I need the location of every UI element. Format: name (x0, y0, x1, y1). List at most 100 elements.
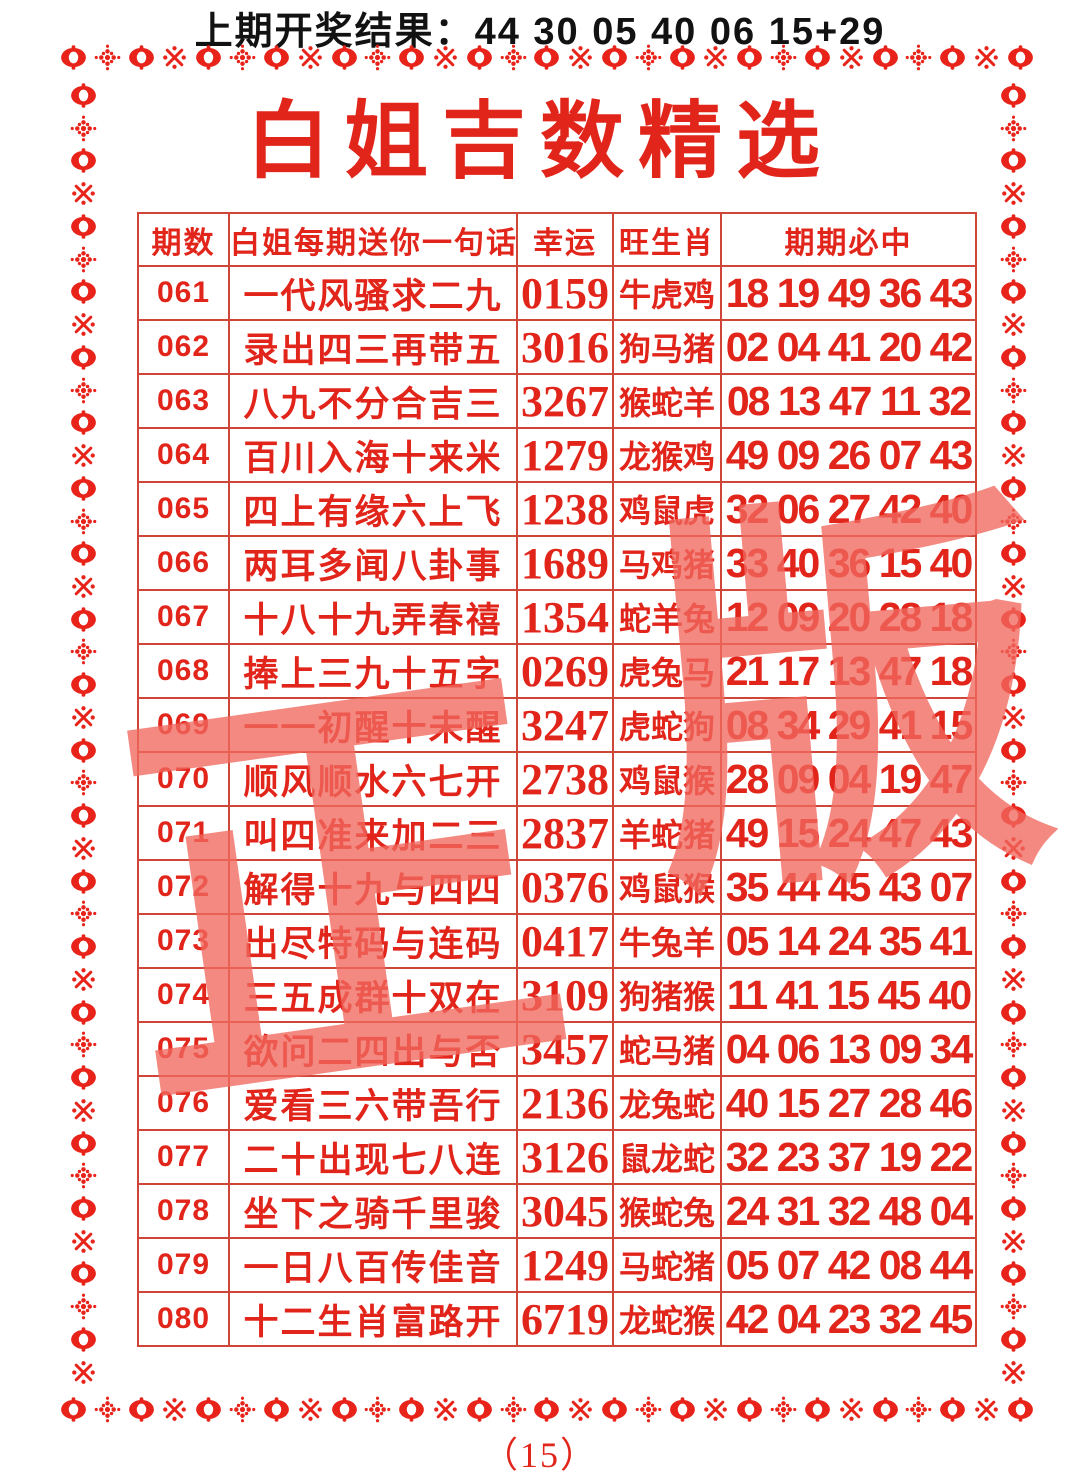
phrase-cell: 坐下之骑千里骏 (228, 1183, 518, 1239)
lucky-number-cell: 3045 (516, 1183, 614, 1239)
winning-numbers-cell: 49 09 26 07 43 (720, 427, 977, 483)
oval-ornament-icon (466, 44, 493, 71)
zodiac-cell: 龙猴鸡 (612, 427, 722, 483)
oval-ornament-icon (70, 1130, 97, 1157)
flower-ornament-icon (229, 1396, 256, 1423)
flower-ornament-icon (635, 44, 662, 71)
issue-cell: 068 (137, 643, 230, 699)
phrase-cell: 解得十九与四四 (228, 859, 518, 915)
winning-numbers-cell: 32 23 37 19 22 (720, 1129, 977, 1185)
oval-ornament-icon (1000, 933, 1027, 960)
flower-ornament-icon (500, 1396, 527, 1423)
phrase-cell: 爱看三六带吾行 (228, 1075, 518, 1131)
snowflake-ornament-icon (1000, 311, 1027, 338)
winning-numbers-cell: 28 09 04 19 47 (720, 751, 977, 807)
oval-ornament-icon (1000, 737, 1027, 764)
flower-ornament-icon (1000, 1162, 1027, 1189)
flower-ornament-icon (70, 638, 97, 665)
oval-ornament-icon (533, 44, 560, 71)
oval-ornament-icon (1000, 802, 1027, 829)
oval-ornament-icon (263, 44, 290, 71)
lucky-number-cell: 1689 (516, 535, 614, 591)
phrase-cell: 录出四三再带五 (228, 319, 518, 375)
flower-ornament-icon (70, 1031, 97, 1058)
oval-ornament-icon (1000, 475, 1027, 502)
flower-ornament-icon (905, 1396, 932, 1423)
zodiac-cell: 蛇羊兔 (612, 589, 722, 645)
table-header-row: 期数 白姐每期送你一句话 幸运 旺生肖 期期必中 (137, 212, 977, 267)
flower-ornament-icon (1000, 377, 1027, 404)
lucky-number-cell: 0159 (516, 265, 614, 321)
zodiac-cell: 龙蛇猴 (612, 1291, 722, 1347)
winning-numbers-cell: 11 41 15 45 40 (720, 967, 977, 1023)
snowflake-ornament-icon (70, 311, 97, 338)
winning-numbers-cell: 02 04 41 20 42 (720, 319, 977, 375)
oval-ornament-icon (263, 1396, 290, 1423)
oval-ornament-icon (128, 44, 155, 71)
flower-ornament-icon (770, 44, 797, 71)
oval-ornament-icon (70, 409, 97, 436)
oval-ornament-icon (736, 44, 763, 71)
oval-ornament-icon (195, 44, 222, 71)
snowflake-ornament-icon (70, 704, 97, 731)
oval-ornament-icon (601, 1396, 628, 1423)
oval-ornament-icon (1000, 278, 1027, 305)
oval-ornament-icon (70, 278, 97, 305)
oval-ornament-icon (1000, 1064, 1027, 1091)
oval-ornament-icon (1000, 1260, 1027, 1287)
snowflake-ornament-icon (1000, 180, 1027, 207)
oval-ornament-icon (1007, 44, 1034, 71)
snowflake-ornament-icon (70, 966, 97, 993)
column-header: 旺生肖 (612, 212, 722, 267)
winning-numbers-cell: 04 06 13 09 34 (720, 1021, 977, 1077)
snowflake-ornament-icon (1000, 704, 1027, 731)
lucky-number-cell: 1249 (516, 1237, 614, 1293)
oval-ornament-icon (1000, 344, 1027, 371)
oval-ornament-icon (70, 1326, 97, 1353)
zodiac-cell: 虎兔马 (612, 643, 722, 699)
lucky-number-cell: 3457 (516, 1021, 614, 1077)
winning-numbers-cell: 12 09 20 28 18 (720, 589, 977, 645)
oval-ornament-icon (1000, 1326, 1027, 1353)
oval-ornament-icon (804, 1396, 831, 1423)
oval-ornament-icon (70, 147, 97, 174)
winning-numbers-cell: 24 31 32 48 04 (720, 1183, 977, 1239)
oval-ornament-icon (1000, 147, 1027, 174)
phrase-cell: 一代风骚求二九 (228, 265, 518, 321)
table-row: 075 欲问二四出与否 3457 蛇马猪 04 06 13 09 34 (137, 1021, 977, 1077)
oval-ornament-icon (398, 1396, 425, 1423)
flower-ornament-icon (1000, 900, 1027, 927)
flower-ornament-icon (1000, 1031, 1027, 1058)
winning-numbers-cell: 33 40 36 15 40 (720, 535, 977, 591)
flower-ornament-icon (70, 377, 97, 404)
oval-ornament-icon (1000, 999, 1027, 1026)
oval-ornament-icon (804, 44, 831, 71)
snowflake-ornament-icon (702, 1396, 729, 1423)
snowflake-ornament-icon (1000, 573, 1027, 600)
oval-ornament-icon (70, 540, 97, 567)
table-row: 062 录出四三再带五 3016 狗马猪 02 04 41 20 42 (137, 319, 977, 375)
snowflake-ornament-icon (297, 1396, 324, 1423)
issue-cell: 062 (137, 319, 230, 375)
flower-ornament-icon (635, 1396, 662, 1423)
issue-cell: 077 (137, 1129, 230, 1185)
column-header: 期数 (137, 212, 230, 267)
lucky-number-cell: 0269 (516, 643, 614, 699)
snowflake-ornament-icon (1000, 966, 1027, 993)
zodiac-cell: 牛兔羊 (612, 913, 722, 969)
oval-ornament-icon (736, 1396, 763, 1423)
snowflake-ornament-icon (70, 573, 97, 600)
lucky-number-cell: 6719 (516, 1291, 614, 1347)
page-number: （15） (481, 1435, 598, 1475)
ornament-border-left (66, 82, 100, 1386)
oval-ornament-icon (70, 868, 97, 895)
oval-ornament-icon (1000, 213, 1027, 240)
snowflake-ornament-icon (973, 44, 1000, 71)
oval-ornament-icon (70, 1064, 97, 1091)
issue-cell: 070 (137, 751, 230, 807)
zodiac-cell: 马蛇猪 (612, 1237, 722, 1293)
oval-ornament-icon (1000, 1195, 1027, 1222)
table-row: 073 出尽特码与连码 0417 牛兔羊 05 14 24 35 41 (137, 913, 977, 969)
phrase-cell: 一一初醒十未醒 (228, 697, 518, 753)
zodiac-cell: 马鸡猪 (612, 535, 722, 591)
